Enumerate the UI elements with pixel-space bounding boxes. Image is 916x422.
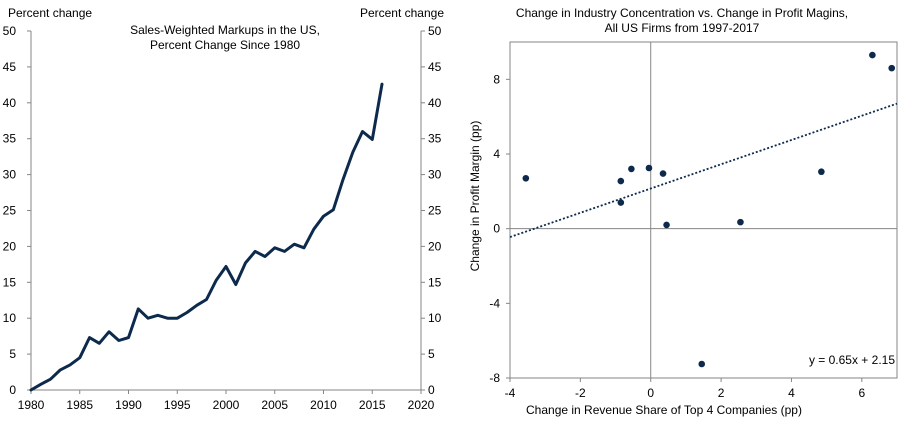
x-tick-label: 1985 [66,398,93,412]
right-y-tick-label: 50 [428,24,442,38]
scatter-title-line-1: Change in Industry Concentration vs. Cha… [516,6,848,20]
left-y-tick-label: 35 [3,132,17,146]
scatter-x-tick-label: 2 [718,386,725,400]
right-y-tick-label: 10 [428,311,442,325]
scatter-point [663,221,670,229]
left-y-tick-label: 0 [9,383,16,397]
scatter-points [522,51,896,368]
scatter-y-tick-label: -8 [489,371,500,385]
scatter-y-tick-label: 4 [493,147,500,161]
scatter-point [888,64,896,72]
scatter-point [818,168,825,176]
x-tick-label: 2020 [408,398,435,412]
x-tick-label: 1980 [18,398,45,412]
left-y-tick-label: 15 [3,275,17,289]
scatter-x-tick-label: -2 [575,386,586,400]
line-chart-series [29,82,384,392]
left-y-tick-label: 40 [3,96,17,110]
line-chart-title-line-2: Percent Change Since 1980 [150,38,300,52]
scatter-frame [509,41,898,379]
x-tick-label: 2010 [310,398,337,412]
x-tick-label: 1990 [115,398,142,412]
left-y-tick-label: 5 [9,347,16,361]
x-tick-label: 2005 [261,398,288,412]
scatter-x-tick-label: -4 [505,386,516,400]
right-y-tick-label: 25 [428,204,442,218]
x-tick-label: 1995 [164,398,191,412]
scatter-title-line-2: All US Firms from 1997-2017 [605,21,760,35]
scatter-point [737,218,744,226]
left-y-tick-label: 50 [3,24,17,38]
x-tick-label: 2015 [359,398,386,412]
right-axis-label: Percent change [360,6,444,20]
right-y-tick-label: 5 [428,347,435,361]
scatter-point [522,174,530,182]
scatter-x-tick-label: 0 [647,386,654,400]
markup-series-line [29,82,384,392]
right-y-tick-label: 45 [428,60,442,74]
scatter-y-tick-label: 0 [493,222,500,236]
line-chart-left-ticks: 0 5 10 15 20 25 30 35 40 45 50 [3,24,31,397]
scatter-trendline [509,102,898,238]
right-y-tick-label: 0 [428,383,435,397]
scatter-chart: Change in Industry Concentration vs. Cha… [468,6,898,417]
scatter-point [659,170,667,177]
left-y-tick-label: 45 [3,60,17,74]
line-chart: Sales-Weighted Markups in the US, Percen… [3,6,445,412]
scatter-point [645,164,653,172]
line-chart-x-ticks: 1980 1985 1990 1995 2000 2005 2010 2015 2020 [18,390,435,412]
scatter-y-ticks: -8 -4 0 4 8 [489,72,510,385]
scatter-y-tick-label: 8 [493,72,500,86]
x-tick-label: 2000 [213,398,240,412]
scatter-point [617,177,625,185]
scatter-y-axis-label: Change in Profit Margin (pp) [468,121,482,272]
right-y-tick-label: 20 [428,239,442,253]
scatter-x-tick-label: 4 [788,386,795,400]
scatter-point [698,360,706,368]
left-axis-label: Percent change [8,6,92,20]
scatter-point [869,51,876,59]
line-chart-right-ticks: 0 5 10 15 20 25 30 35 40 45 50 [421,24,442,397]
line-chart-title-line-1: Sales-Weighted Markups in the US, [130,23,320,37]
scatter-trendline-group [509,102,898,238]
scatter-y-tick-label: -4 [489,296,500,310]
right-y-tick-label: 15 [428,275,442,289]
scatter-x-axis-label: Change in Revenue Share of Top 4 Compani… [526,403,802,417]
right-y-tick-label: 30 [428,168,442,182]
right-y-tick-label: 35 [428,132,442,146]
scatter-point [617,199,625,206]
left-y-tick-label: 25 [3,204,17,218]
scatter-plot-border [509,41,898,379]
left-y-tick-label: 20 [3,239,17,253]
left-y-tick-label: 30 [3,168,17,182]
scatter-x-ticks: -4 -2 0 2 4 6 [505,378,865,400]
scatter-point [628,165,635,173]
trendline-equation: y = 0.65x + 2.15 [809,353,895,367]
right-y-tick-label: 40 [428,96,442,110]
scatter-x-tick-label: 6 [858,386,865,400]
left-y-tick-label: 10 [3,311,17,325]
